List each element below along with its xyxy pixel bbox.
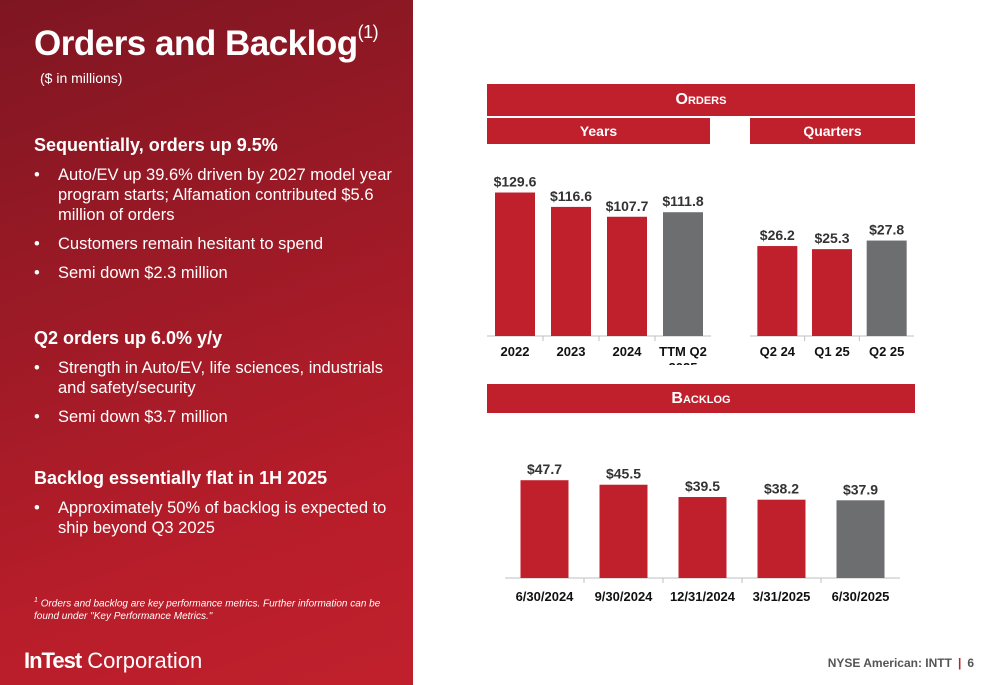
footer-right: NYSE American: INTT | 6 (828, 656, 974, 670)
years-banner: Years (487, 118, 710, 144)
page-title: Orders and Backlog(1) (34, 22, 379, 64)
bullet-item: Strength in Auto/EV, life sciences, indu… (34, 358, 404, 398)
bullet-list-backlog: Approximately 50% of backlog is expected… (34, 498, 404, 547)
quarters-banner: Quarters (750, 118, 915, 144)
footer-separator: | (957, 656, 962, 670)
section-heading-q2: Q2 orders up 6.0% y/y (34, 328, 223, 348)
logo-text: Corporation (87, 648, 203, 673)
backlog-banner: Backlog (487, 384, 915, 413)
bar (599, 484, 648, 578)
footnote-text: Orders and backlog are key performance m… (34, 598, 381, 623)
data-label: $111.8 (662, 193, 703, 209)
bar (836, 500, 885, 578)
bullet-item: Customers remain hesitant to spend (34, 234, 404, 254)
bullet-item: Auto/EV up 39.6% driven by 2027 model ye… (34, 165, 404, 225)
category-label: 9/30/2024 (595, 589, 654, 604)
bullet-item: Semi down $3.7 million (34, 407, 404, 427)
bullet-list-q2: Strength in Auto/EV, life sciences, indu… (34, 358, 404, 436)
bar (663, 212, 703, 336)
backlog-chart: $47.7 6/30/2024 $45.5 9/30/2024 $39.5 12/31/2… (505, 461, 900, 604)
page-number: 6 (967, 656, 974, 670)
category-label: 2024 (613, 344, 643, 359)
bullet-item: Semi down $2.3 million (34, 263, 404, 283)
bullet-list-sequential: Auto/EV up 39.6% driven by 2027 model ye… (34, 165, 404, 292)
category-label: 6/30/2024 (516, 589, 575, 604)
footer-exchange: NYSE American: INTT (827, 656, 952, 670)
data-label: $38.2 (764, 481, 799, 497)
data-label: $129.6 (494, 174, 537, 190)
bar (812, 249, 852, 336)
bar (520, 480, 569, 578)
footnote-mark: 1 (34, 597, 38, 604)
category-label: 2023 (557, 344, 586, 359)
category-label: 2022 (501, 344, 530, 359)
bar (678, 497, 727, 578)
data-label: $27.8 (869, 222, 904, 238)
category-label: TTM Q22025 (659, 344, 707, 365)
bar (551, 206, 591, 336)
bar (866, 240, 907, 336)
left-panel: Orders and Backlog(1) ($ in millions) Se… (0, 0, 413, 685)
orders-quarters-chart: $26.2 Q2 24 $25.3 Q1 25 $27.8 Q2 25 (750, 222, 914, 359)
orders-years-chart: $129.6 2022 $116.6 2023 $107.7 2024 $111.8 TTM … (487, 174, 711, 365)
title-text: Orders and Backlog (34, 24, 358, 63)
data-label: $47.7 (527, 461, 562, 477)
data-label: $107.7 (606, 198, 649, 214)
bar (607, 216, 647, 336)
title-footnote-mark: (1) (357, 22, 379, 42)
category-label: Q1 25 (814, 344, 849, 359)
category-label: 12/31/2024 (670, 589, 736, 604)
orders-banner: Orders (487, 84, 915, 116)
bar (757, 246, 798, 336)
data-label: $37.9 (843, 481, 878, 497)
category-label: 3/31/2025 (753, 589, 811, 604)
section-heading-backlog: Backlog essentially flat in 1H 2025 (34, 468, 328, 488)
bar (757, 499, 806, 578)
footnote: 1 Orders and backlog are key performance… (34, 594, 404, 623)
data-label: $39.5 (685, 478, 720, 494)
section-heading-sequential: Sequentially, orders up 9.5% (34, 135, 278, 155)
logo-brand: InTest (24, 648, 82, 673)
data-label: $116.6 (550, 188, 592, 204)
data-label: $25.3 (814, 230, 849, 246)
category-label: 6/30/2025 (832, 589, 890, 604)
category-label: Q2 25 (869, 344, 904, 359)
bar (495, 192, 535, 336)
company-logo: InTest Corporation (24, 648, 202, 674)
data-label: $26.2 (760, 227, 795, 243)
data-label: $45.5 (606, 466, 641, 482)
page-subtitle: ($ in millions) (40, 70, 123, 86)
bullet-item: Approximately 50% of backlog is expected… (34, 498, 404, 538)
category-label: Q2 24 (760, 344, 796, 359)
